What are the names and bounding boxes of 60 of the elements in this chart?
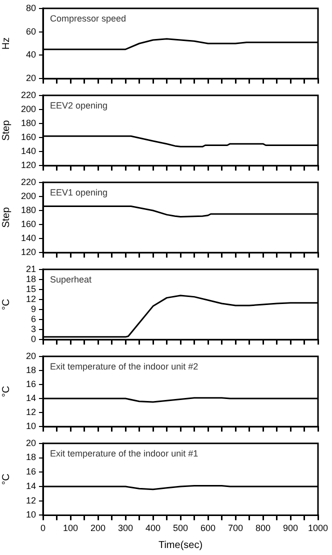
y-tick-label: 0 [30,334,36,344]
annotation: Exit temperature of the indoor unit #2 [50,361,198,372]
x-tick-label: 100 [62,523,78,534]
annotation: EEV1 opening [50,187,108,198]
y-tick-label: 200 [20,190,36,201]
y-tick-label: 10 [26,421,36,432]
y-tick-label: 140 [20,233,36,244]
y-tick-label: 18 [26,364,36,375]
y-tick-label: 3 [30,324,36,334]
y-axis-title: Step [0,120,12,141]
y-tick-label: 6 [30,314,36,324]
x-tick-label: 300 [118,523,134,534]
y-tick-label: 220 [20,90,36,100]
y-tick-label: 180 [20,204,36,215]
y-tick-label: 40 [26,50,36,60]
y-axis-title: Step [0,206,12,228]
y-tick-label: 12 [26,407,36,418]
y-axis-title: °C [0,386,12,398]
y-tick-label: 14 [26,393,36,404]
x-tick-label: 400 [145,523,161,534]
y-tick-label: 18 [26,274,36,284]
y-tick-label: 160 [20,132,36,142]
annotation: Compressor speed [50,13,126,24]
y-tick-label: 20 [26,350,36,361]
y-tick-label: 180 [20,118,36,128]
annotation: Superheat [50,274,92,284]
y-tick-label: 20 [26,438,36,448]
y-tick-label: 18 [26,452,36,462]
y-tick-label: 220 [20,176,36,187]
y-tick-label: 80 [26,2,36,13]
x-tick-label: 700 [228,523,244,534]
annotation: EEV2 opening [50,100,108,110]
x-tick-label: 200 [90,523,106,534]
y-tick-label: 16 [26,378,36,389]
x-tick-label: 500 [172,523,188,534]
x-tick-label: 900 [282,523,298,534]
y-tick-label: 160 [20,219,36,230]
x-tick-label: 0 [40,523,46,534]
y-tick-label: 120 [20,160,36,170]
x-axis-title: Time(sec) [158,540,203,551]
y-tick-label: 15 [26,284,36,294]
y-tick-label: 12 [26,495,36,506]
y-tick-label: 16 [26,466,36,477]
y-tick-label: 9 [30,304,36,314]
y-tick-label: 14 [26,480,36,491]
y-tick-label: 60 [26,26,36,36]
annotation: Exit temperature of the indoor unit #1 [50,448,198,458]
x-tick-label: 800 [255,523,271,534]
y-axis-title: Hz [0,37,12,50]
y-tick-label: 21 [26,264,36,274]
y-axis-title: °C [0,298,12,310]
y-axis-title: °C [0,474,12,485]
y-tick-label: 10 [26,510,36,520]
y-tick-label: 140 [20,146,36,156]
y-tick-label: 120 [20,247,36,258]
x-tick-label: 600 [200,523,216,534]
y-tick-label: 20 [26,73,36,84]
y-tick-label: 12 [26,294,36,304]
y-tick-label: 200 [20,104,36,114]
x-tick-label: 1000 [308,523,328,534]
